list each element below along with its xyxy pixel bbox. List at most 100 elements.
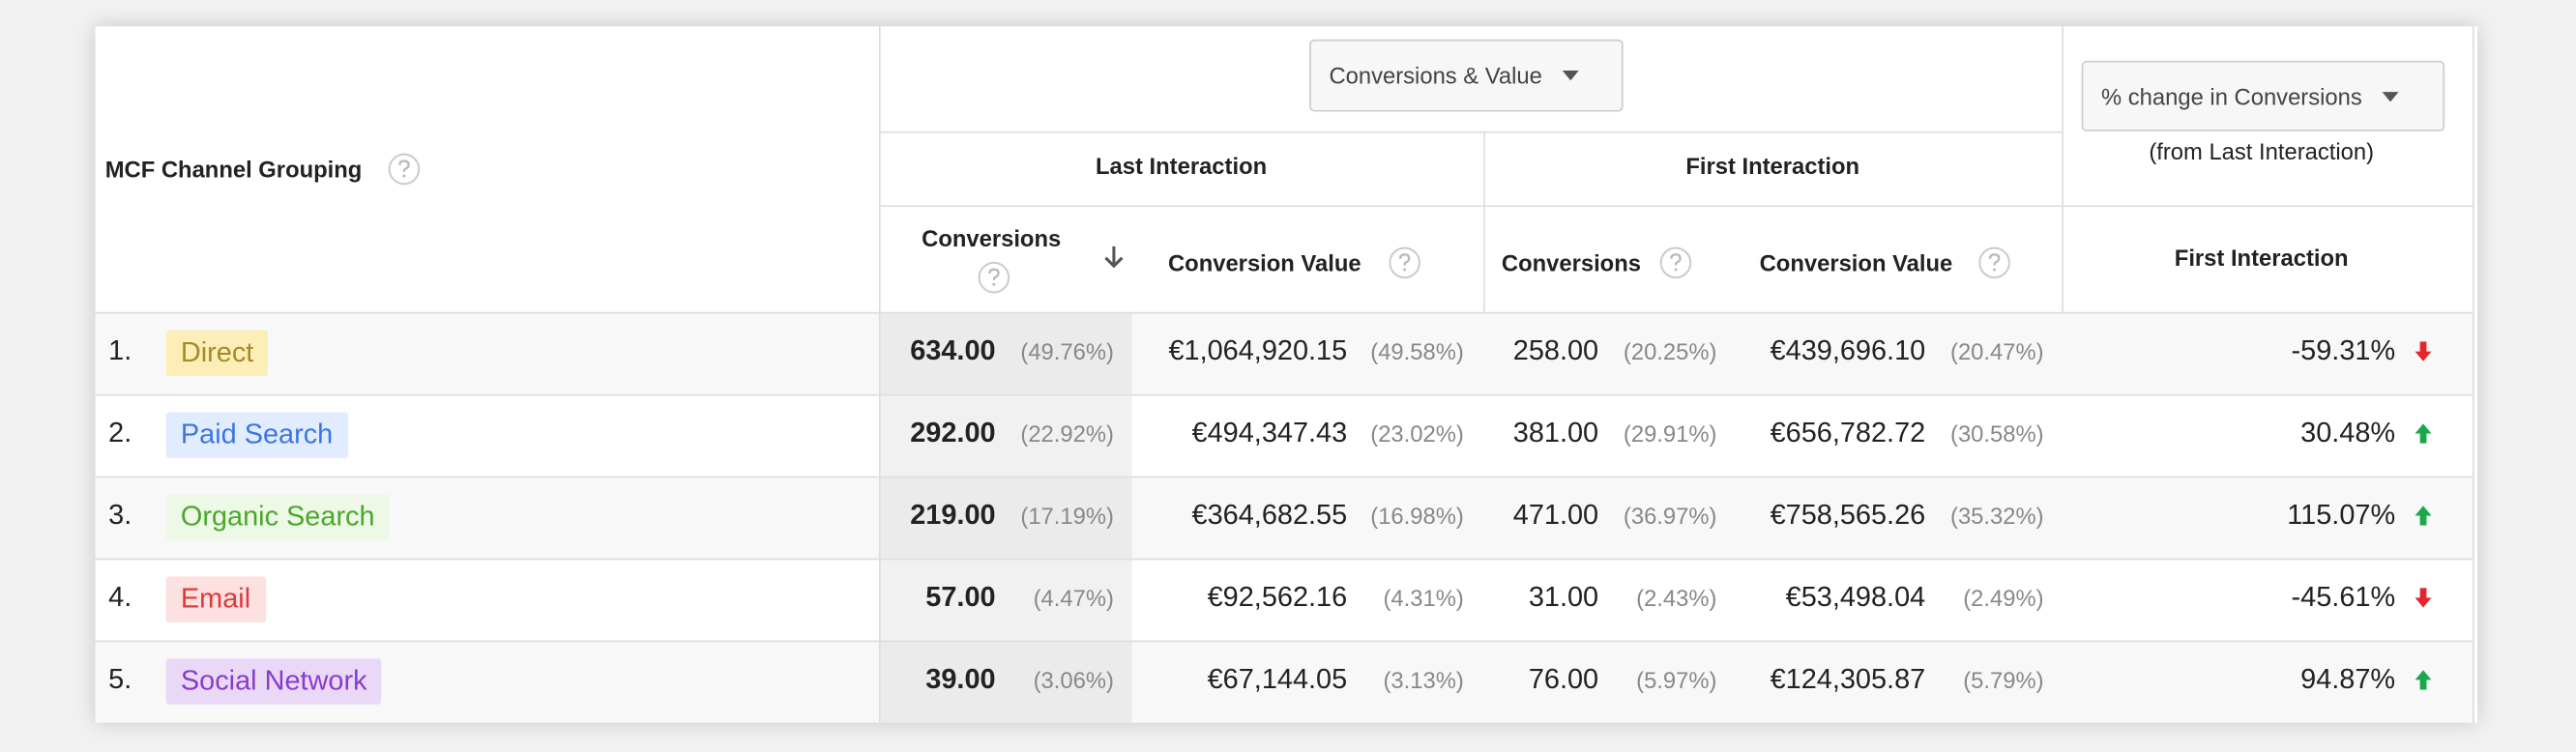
divider xyxy=(95,558,2473,561)
channel-tag[interactable]: Paid Search xyxy=(165,412,348,459)
row-index: 1. xyxy=(108,334,132,366)
metric-share: (17.19%) xyxy=(1020,502,1114,530)
channel-tag[interactable]: Organic Search xyxy=(165,494,390,540)
trend-arrow xyxy=(2415,670,2432,690)
metric-share: (30.58%) xyxy=(1950,419,2044,448)
metric-value: 258.00 xyxy=(1512,334,1599,366)
metric-value: €758,565.26 xyxy=(1770,499,1926,531)
change-value: -45.61% xyxy=(2291,581,2396,613)
dropdown-label: Conversions & Value xyxy=(1329,62,1542,89)
trend-arrow xyxy=(2415,506,2432,526)
help-icon xyxy=(1978,246,2010,279)
metric-share: (2.43%) xyxy=(1636,584,1717,612)
metric-share: (5.97%) xyxy=(1636,666,1717,693)
metric-value: 76.00 xyxy=(1528,663,1599,695)
metric-value: €92,562.16 xyxy=(1207,581,1348,613)
divider xyxy=(1483,130,1485,312)
group-header: First Interaction xyxy=(1685,153,1860,180)
metric-value: €67,144.05 xyxy=(1207,663,1348,695)
help-icon xyxy=(1659,246,1692,279)
metric-share: (49.58%) xyxy=(1370,337,1464,365)
column-header: Conversion Value xyxy=(1167,249,1361,276)
metric-share: (3.06%) xyxy=(1033,666,1114,693)
change-value: -59.31% xyxy=(2291,334,2396,366)
metric-dropdown[interactable]: Conversions & Value xyxy=(1309,39,1624,112)
trend-arrow xyxy=(2415,423,2432,444)
metric-share: (22.92%) xyxy=(1020,419,1114,448)
sorted-column-shade xyxy=(880,311,1132,394)
divider xyxy=(878,205,2473,208)
metric-share: (20.47%) xyxy=(1950,337,2044,365)
group-header: Last Interaction xyxy=(1096,153,1268,180)
sorted-column-shade xyxy=(880,393,1132,477)
metric-share: (5.79%) xyxy=(1963,666,2044,693)
metric-share: (4.47%) xyxy=(1033,584,1114,612)
divider xyxy=(2062,26,2064,312)
metric-value: 292.00 xyxy=(910,417,996,448)
row-index: 2. xyxy=(108,417,132,448)
divider xyxy=(95,476,2473,478)
metric-value: €656,782.72 xyxy=(1770,417,1926,448)
sorted-column-shade xyxy=(880,476,1132,559)
channel-tag[interactable]: Direct xyxy=(165,330,269,377)
metric-value: €439,696.10 xyxy=(1770,334,1926,366)
change-value: 94.87% xyxy=(2300,663,2396,695)
change-value: 115.07% xyxy=(2287,499,2396,531)
metric-value: 634.00 xyxy=(910,334,996,366)
channel-tag[interactable]: Email xyxy=(165,576,266,622)
change-value: 30.48% xyxy=(2300,417,2396,448)
sort-arrow xyxy=(1104,246,1124,269)
metric-value: €494,347.43 xyxy=(1191,417,1348,448)
column-header: First Interaction xyxy=(2174,245,2349,272)
divider xyxy=(2472,26,2474,723)
sorted-column-shade xyxy=(880,558,1132,641)
metric-share: (49.76%) xyxy=(1020,337,1114,365)
dropdown-arrow xyxy=(2382,91,2399,101)
metric-share: (16.98%) xyxy=(1370,502,1464,530)
help-icon xyxy=(1389,246,1420,279)
dimension-header: MCF Channel Grouping xyxy=(104,156,363,183)
divider xyxy=(95,393,2473,396)
help-icon xyxy=(388,153,421,186)
channel-tag[interactable]: Social Network xyxy=(165,658,382,705)
row-background xyxy=(95,476,2473,559)
column-header: Conversion Value xyxy=(1759,249,1953,276)
metric-value: 31.00 xyxy=(1528,581,1599,613)
help-icon xyxy=(978,261,1010,294)
dropdown-arrow xyxy=(1562,71,1579,81)
metric-share: (35.32%) xyxy=(1950,502,2044,530)
sorted-column-shade xyxy=(880,640,1132,723)
row-index: 3. xyxy=(108,499,132,531)
metric-value: €124,305.87 xyxy=(1770,663,1926,695)
column-header: Conversions xyxy=(1501,249,1641,276)
divider xyxy=(878,26,881,723)
row-index: 5. xyxy=(108,663,132,695)
dropdown-label: % change in Conversions xyxy=(2101,82,2362,109)
row-background xyxy=(95,311,2473,394)
metric-share: (29.91%) xyxy=(1623,419,1717,448)
metric-share: (4.31%) xyxy=(1383,584,1464,612)
metric-value: €53,498.04 xyxy=(1785,581,1926,613)
divider xyxy=(878,130,2063,133)
metric-share: (23.02%) xyxy=(1370,419,1464,448)
column-header: Conversions xyxy=(922,224,1062,251)
row-background xyxy=(95,640,2473,723)
trend-arrow xyxy=(2415,588,2432,608)
metric-share: (20.25%) xyxy=(1623,337,1717,365)
compare-dropdown[interactable]: % change in Conversions xyxy=(2081,60,2445,131)
metric-share: (3.13%) xyxy=(1383,666,1464,693)
metric-value: 471.00 xyxy=(1512,499,1599,531)
compare-note: (from Last Interaction) xyxy=(2149,137,2375,164)
row-index: 4. xyxy=(108,581,132,613)
metric-value: 381.00 xyxy=(1512,417,1599,448)
metric-value: €364,682.55 xyxy=(1191,499,1348,531)
divider xyxy=(95,640,2473,643)
metric-value: 57.00 xyxy=(925,581,996,613)
trend-arrow xyxy=(2415,341,2432,362)
metric-share: (36.97%) xyxy=(1623,502,1717,530)
metric-share: (2.49%) xyxy=(1963,584,2044,612)
metric-value: €1,064,920.15 xyxy=(1168,334,1348,366)
divider xyxy=(95,311,2473,314)
